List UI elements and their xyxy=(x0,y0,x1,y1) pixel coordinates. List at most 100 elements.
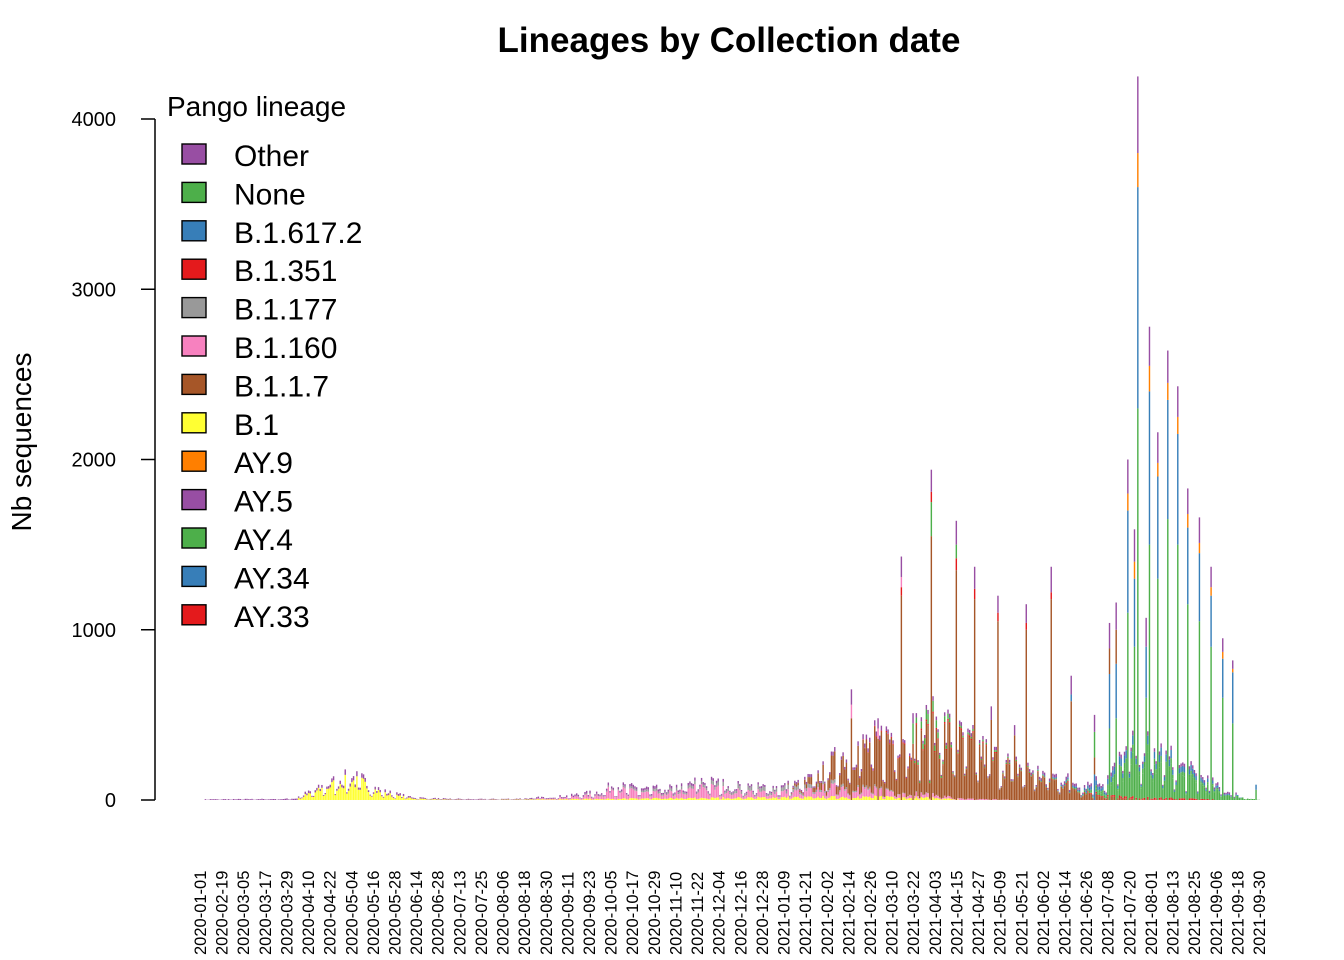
bar-segment-b-1 xyxy=(599,799,601,800)
day-stack xyxy=(1028,769,1031,800)
bar-segment-other xyxy=(710,776,713,780)
bar-segment-b-1-160 xyxy=(644,792,646,799)
day-stack xyxy=(659,788,661,800)
day-stack xyxy=(269,799,272,800)
day-stack xyxy=(925,704,928,800)
bar-segment-other xyxy=(928,779,931,781)
bar-segment-none xyxy=(922,743,924,750)
bar-segment-b-1 xyxy=(749,797,751,800)
bar-segment-b-1 xyxy=(695,799,698,800)
bar-segment-b-1 xyxy=(654,798,656,800)
bar-segment-other xyxy=(407,796,410,798)
day-stack xyxy=(602,795,605,800)
day-stack xyxy=(565,795,568,800)
bar-segment-b-1 xyxy=(585,798,588,800)
bar-segment-b-1-160 xyxy=(779,797,781,800)
day-stack xyxy=(705,786,708,800)
bar-segment-other xyxy=(352,776,355,781)
day-stack xyxy=(396,792,398,800)
bar-segment-b-1 xyxy=(887,796,889,800)
bar-segment-b-1-160 xyxy=(670,791,673,799)
bar-segment-b-1 xyxy=(374,789,376,800)
day-stack xyxy=(447,798,450,800)
bar-segment-ay-4 xyxy=(1113,779,1116,796)
bar-segment-b-1-617-2 xyxy=(1043,775,1046,777)
bar-segment-ay-9 xyxy=(1198,542,1201,554)
bar-segment-other xyxy=(879,735,881,740)
bar-segment-b-1-160 xyxy=(614,797,616,800)
day-stack xyxy=(844,766,846,800)
bar-segment-b-1-617-2 xyxy=(1098,786,1101,790)
day-stack xyxy=(585,790,588,800)
day-stack xyxy=(1048,778,1051,800)
bar-segment-b-1 xyxy=(605,798,608,800)
bar-segment-none xyxy=(1208,793,1211,795)
day-stack xyxy=(371,795,373,800)
bar-segment-b-1-177 xyxy=(802,794,804,796)
bar-segment-b-1-160 xyxy=(589,794,591,799)
bar-segment-b-1-351 xyxy=(1077,792,1079,794)
bar-segment-other xyxy=(645,786,648,790)
bar-segment-b-1 xyxy=(665,798,668,800)
bar-segment-b-1-351 xyxy=(1190,798,1192,800)
day-stack xyxy=(386,793,388,800)
bar-segment-b-1-177 xyxy=(744,794,746,796)
bar-segment-none xyxy=(1128,777,1131,782)
bar-segment-b-1 xyxy=(884,799,886,800)
legend-swatch xyxy=(181,412,207,434)
bar-segment-other xyxy=(697,789,699,791)
bar-segment-b-1-160 xyxy=(579,798,581,800)
day-stack xyxy=(474,799,476,800)
bar-segment-other xyxy=(729,790,731,793)
day-stack xyxy=(1077,787,1079,800)
bar-segment-b-1 xyxy=(847,798,849,800)
day-stack xyxy=(952,771,954,800)
bar-segment-none xyxy=(1122,778,1124,782)
bar-segment-b-1-1-7 xyxy=(805,784,808,789)
bar-segment-none xyxy=(938,754,941,759)
bar-segment-b-1 xyxy=(692,798,694,800)
bar-segment-b-1-177 xyxy=(625,794,628,795)
day-stack xyxy=(594,794,596,800)
bar-segment-b-1-160 xyxy=(660,795,663,800)
bar-segment-other xyxy=(439,799,441,800)
bar-segment-other xyxy=(1032,770,1034,774)
day-stack xyxy=(810,774,813,800)
bar-segment-b-1-160 xyxy=(960,798,963,800)
day-stack xyxy=(675,784,678,800)
bar-segment-other xyxy=(529,797,531,800)
bar-segment-b-1-1-7 xyxy=(1007,759,1009,800)
bar-segment-ay-4 xyxy=(1187,604,1189,800)
bar-segment-other xyxy=(1153,748,1156,752)
bar-segment-b-1-617-2 xyxy=(1165,754,1167,762)
day-stack xyxy=(852,767,854,800)
bar-segment-other xyxy=(695,791,698,793)
day-stack xyxy=(556,799,558,800)
bar-segment-other xyxy=(1007,753,1009,757)
bar-segment-ay-9 xyxy=(1148,365,1151,392)
bar-segment-b-1-351 xyxy=(973,588,976,600)
day-stack xyxy=(1203,780,1206,800)
day-stack xyxy=(507,798,510,800)
day-stack xyxy=(1215,783,1217,800)
bar-segment-b-1-617-2 xyxy=(1077,789,1079,792)
legend-items: OtherNoneB.1.617.2B.1.351B.1.177B.1.160B… xyxy=(181,140,362,634)
day-stack xyxy=(825,790,828,800)
bar-segment-none xyxy=(1073,788,1076,790)
bar-segment-other xyxy=(1202,777,1204,780)
y-axis-label: Nb sequences xyxy=(6,352,37,531)
bar-segment-b-1 xyxy=(810,796,813,800)
bar-segment-none xyxy=(1040,781,1042,782)
bar-segment-other xyxy=(724,790,726,792)
bar-segment-b-1-160 xyxy=(875,788,878,797)
bar-segment-b-1 xyxy=(732,798,734,800)
legend-swatch xyxy=(181,373,207,396)
bar-segment-b-1-1-7 xyxy=(1047,790,1049,800)
bar-segment-other xyxy=(839,773,841,776)
bar-segment-b-1-160 xyxy=(774,793,776,799)
bar-segment-other xyxy=(429,798,431,800)
bar-segment-b-1-351 xyxy=(997,612,999,622)
bar-segment-b-1-177 xyxy=(679,791,681,794)
bar-segment-b-1-177 xyxy=(617,789,620,791)
bar-segment-none xyxy=(1195,780,1197,783)
